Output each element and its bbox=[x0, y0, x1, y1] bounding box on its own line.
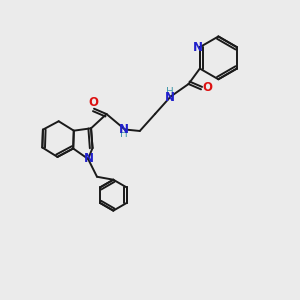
Text: O: O bbox=[88, 96, 98, 109]
Text: O: O bbox=[202, 81, 212, 94]
Text: H: H bbox=[121, 129, 128, 139]
Text: N: N bbox=[119, 123, 129, 136]
Text: N: N bbox=[193, 41, 202, 54]
Text: N: N bbox=[84, 152, 94, 165]
Text: H: H bbox=[166, 87, 174, 97]
Text: N: N bbox=[165, 91, 175, 103]
